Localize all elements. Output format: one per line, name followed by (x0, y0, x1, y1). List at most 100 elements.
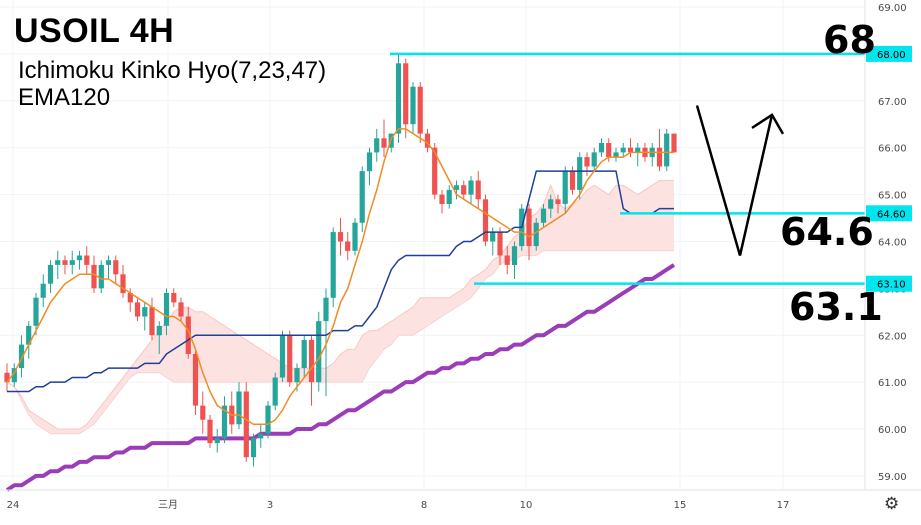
candle-up (323, 297, 329, 322)
candle-down (192, 354, 199, 406)
price-tick-label: 60.00 (878, 425, 907, 436)
candle-up (142, 307, 148, 317)
candle-down (482, 199, 489, 242)
time-tick-label: 10 (520, 500, 533, 511)
candle-up (490, 232, 496, 242)
level-price-tag-label: 64.60 (877, 209, 906, 220)
candle-up (236, 391, 242, 425)
projection-arrow-head (751, 113, 785, 135)
level-price-tag (866, 275, 912, 292)
candle-up (511, 246, 518, 265)
level-63-1-annotation: 63.1 (789, 285, 883, 329)
candle-down (62, 260, 68, 265)
candle-up (620, 147, 626, 153)
candle-up (577, 157, 583, 190)
level-price-tag-label: 63.10 (877, 280, 906, 291)
candle-up (265, 405, 271, 434)
candle-down (656, 147, 663, 167)
level-64-6-annotation: 64.6 (780, 210, 874, 254)
candle-up (26, 325, 32, 345)
candle-down (91, 264, 97, 289)
candle-up (374, 138, 380, 153)
time-tick-label: 3 (267, 500, 273, 511)
candle-up (18, 344, 25, 368)
candle-down (475, 180, 481, 200)
candle-down (243, 391, 249, 458)
level-68-annotation: 68 (823, 18, 876, 62)
candle-down (671, 133, 677, 153)
candle-down (526, 208, 532, 247)
candle-up (47, 264, 54, 284)
candle-down (200, 405, 206, 420)
candle-up (410, 86, 416, 125)
candle-up (533, 222, 539, 247)
chart-title: USOIL 4H (14, 12, 175, 50)
candle-up (548, 199, 554, 209)
candle-up (214, 438, 220, 444)
candle-up (366, 152, 373, 172)
candle-down (345, 241, 351, 251)
level-price-tag-label: 68.00 (877, 50, 906, 61)
cloud-bearish (7, 180, 674, 434)
candle-up (453, 185, 460, 190)
candle-up (279, 335, 286, 378)
candle-up (272, 377, 278, 406)
price-tick-label: 59.00 (878, 472, 907, 483)
candle-down (185, 316, 191, 354)
candle-up (301, 339, 307, 368)
candle-up (55, 260, 61, 265)
candle-down (403, 63, 409, 125)
candle-down (424, 133, 431, 148)
candle-down (569, 171, 576, 190)
price-tick-label: 66.00 (878, 144, 907, 155)
candle-up (598, 143, 605, 153)
candle-up (613, 152, 619, 158)
candle-up (105, 260, 112, 265)
senkou-span-b-line (6, 250, 674, 435)
candle-up (540, 208, 547, 223)
level-price-tag (866, 205, 912, 222)
candle-up (40, 283, 46, 298)
candle-up (591, 152, 597, 167)
candle-down (178, 302, 184, 317)
gear-icon[interactable]: ⚙ (884, 494, 900, 513)
price-tick-label: 61.00 (878, 378, 907, 389)
candle-down (555, 199, 561, 204)
ema120-line (5, 263, 676, 492)
candle-down (84, 255, 90, 265)
candle-up (468, 180, 474, 195)
ichimoku-legend: Ichimoku Kinko Hyo(7,23,47) (18, 57, 327, 84)
candle-up (163, 293, 170, 326)
candle-up (258, 433, 264, 439)
ema-legend: EMA120 (18, 84, 111, 111)
time-tick-label: 三月 (158, 499, 178, 511)
candle-up (395, 63, 402, 134)
candle-up (635, 147, 641, 153)
candle-up (294, 368, 300, 383)
candle-down (432, 147, 438, 195)
candle-up (330, 232, 336, 298)
candle-up (33, 297, 39, 326)
candle-down (584, 157, 590, 167)
time-tick-label: 17 (777, 500, 790, 511)
candle-up (352, 222, 358, 251)
candle-down (461, 185, 467, 195)
candle-down (627, 147, 634, 153)
candle-down (120, 274, 126, 294)
candle-up (156, 325, 162, 336)
candle-down (381, 138, 387, 148)
time-tick-label: 24 (7, 500, 20, 511)
candle-down (337, 232, 344, 242)
candle-down (134, 302, 141, 317)
candle-up (69, 260, 75, 265)
candle-up (221, 405, 228, 439)
candle-down (417, 86, 423, 134)
price-tick-label: 65.00 (878, 191, 907, 202)
candle-down (4, 372, 10, 383)
tenkan-sen-line (6, 128, 674, 426)
level-price-tag (866, 45, 912, 62)
candle-up (250, 438, 257, 458)
candle-up (98, 264, 104, 289)
